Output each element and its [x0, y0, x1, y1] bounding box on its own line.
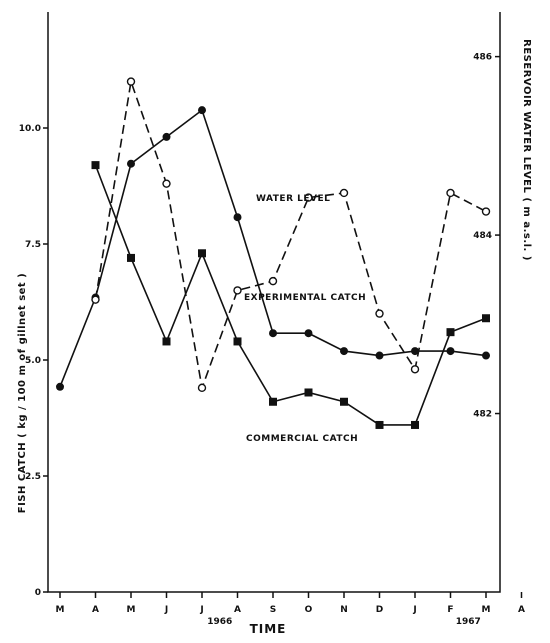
left-tick-label: 2.5 — [25, 472, 41, 482]
commercial-catch-point — [162, 337, 171, 346]
commercial-catch-point — [198, 249, 206, 258]
x-tick-label: J — [412, 605, 416, 615]
y-axis-label-left: FISH CATCH ( kg / 100 m of gillnet set ) — [17, 273, 28, 514]
water-level-point — [482, 351, 490, 360]
experimental-catch-line — [94, 81, 487, 391]
annotation-commercial-catch: COMMERCIAL CATCH — [246, 434, 358, 444]
experimental-catch-point — [91, 295, 100, 304]
water-level-point — [56, 382, 64, 391]
x-tick-label: N — [340, 605, 348, 615]
right-tick-label: 484 — [473, 231, 492, 241]
commercial-catch-point — [91, 161, 100, 170]
experimental-catch-point — [304, 193, 313, 202]
experimental-catch-point — [339, 188, 349, 198]
left-tick-label: 7.5 — [25, 240, 41, 250]
commercial-catch-point — [482, 314, 490, 323]
x-tick-label: A — [234, 605, 241, 615]
right-tick-label: 486 — [473, 53, 492, 63]
experimental-catch-point — [233, 286, 242, 295]
water-level-point — [446, 347, 455, 356]
left-tick-label: 5.0 — [25, 356, 41, 366]
water-level-point — [304, 329, 313, 338]
water-level-point — [375, 351, 384, 360]
water-level-point — [162, 132, 171, 141]
left-tick-label: 10.0 — [19, 124, 41, 134]
annotation-water-level: WATER LEVEL — [256, 194, 330, 204]
water-level-point — [127, 159, 135, 168]
x-tick-label: M — [127, 605, 136, 615]
water-level-point — [340, 347, 348, 356]
commercial-catch-point — [233, 337, 242, 346]
x-tick-label: J — [199, 605, 203, 615]
year-label: 1967 — [456, 617, 481, 627]
x-tick-label: A — [518, 605, 525, 615]
right-tick-label: 482 — [473, 410, 492, 420]
annotation-experimental-catch: EXPERIMENTAL CATCH — [244, 293, 366, 303]
x-tick-label: F — [447, 605, 453, 615]
water-level-point — [198, 106, 206, 115]
commercial-catch-point — [446, 328, 455, 337]
experimental-catch-point — [375, 309, 384, 318]
commercial-catch-point — [127, 253, 135, 262]
experimental-catch-point — [268, 276, 278, 286]
axes — [47, 12, 501, 593]
x-tick-label: A — [92, 605, 99, 615]
y-axis-label-right: RESERVOIR WATER LEVEL ( m a.s.l. ) — [521, 39, 532, 261]
x-tick-label: M — [56, 605, 65, 615]
water-level-point — [411, 347, 419, 356]
year-label: 1966 — [207, 617, 232, 627]
x-axis-label: TIME — [250, 622, 287, 636]
commercial-catch-line — [94, 164, 487, 426]
experimental-catch-point — [481, 207, 491, 216]
x-tick-label: S — [270, 605, 276, 615]
water-level-point — [233, 213, 242, 222]
x-tick-label: M — [482, 605, 491, 615]
commercial-catch-point — [411, 420, 419, 429]
commercial-catch-point — [375, 420, 384, 429]
x-tick-label: J — [164, 605, 168, 615]
x-tick-label: O — [305, 605, 313, 615]
plot-frame — [47, 12, 501, 593]
left-tick-label: 0 — [35, 588, 41, 598]
commercial-catch-point — [340, 397, 348, 406]
series-layer — [56, 77, 491, 429]
experimental-catch-point — [446, 188, 455, 198]
experimental-catch-point — [410, 365, 420, 374]
commercial-catch-point — [269, 397, 277, 406]
experimental-catch-point — [162, 179, 171, 188]
water-level-point — [269, 329, 277, 338]
x-tick-label: D — [376, 605, 383, 615]
experimental-catch-point — [126, 77, 136, 86]
water-level-line — [59, 108, 487, 388]
commercial-catch-point — [304, 388, 313, 397]
experimental-catch-point — [197, 383, 207, 393]
